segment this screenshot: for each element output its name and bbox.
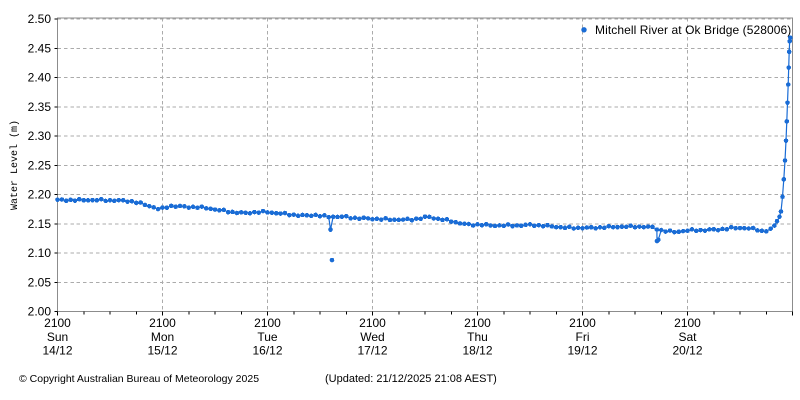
svg-text:14/12: 14/12 bbox=[42, 344, 72, 358]
svg-text:2100: 2100 bbox=[359, 316, 386, 330]
svg-text:2.25: 2.25 bbox=[28, 158, 52, 172]
svg-text:2100: 2100 bbox=[464, 316, 491, 330]
svg-text:18/12: 18/12 bbox=[462, 344, 492, 358]
svg-text:Tue: Tue bbox=[257, 330, 278, 344]
svg-text:Sat: Sat bbox=[678, 330, 697, 344]
svg-text:2.20: 2.20 bbox=[28, 188, 52, 202]
svg-text:Wed: Wed bbox=[360, 330, 384, 344]
svg-text:2.00: 2.00 bbox=[28, 305, 52, 319]
svg-text:15/12: 15/12 bbox=[147, 344, 177, 358]
svg-text:2100: 2100 bbox=[674, 316, 701, 330]
svg-text:2.05: 2.05 bbox=[28, 275, 52, 289]
svg-text:2100: 2100 bbox=[254, 316, 281, 330]
svg-text:(Updated: 21/12/2025 21:08 AES: (Updated: 21/12/2025 21:08 AEST) bbox=[325, 373, 497, 385]
svg-text:2.40: 2.40 bbox=[28, 71, 52, 85]
svg-text:2100: 2100 bbox=[149, 316, 176, 330]
svg-text:Mon: Mon bbox=[151, 330, 174, 344]
svg-text:2100: 2100 bbox=[569, 316, 596, 330]
svg-text:© Copyright Australian Bureau: © Copyright Australian Bureau of Meteoro… bbox=[19, 373, 259, 385]
svg-text:2.10: 2.10 bbox=[28, 246, 52, 260]
svg-text:19/12: 19/12 bbox=[567, 344, 597, 358]
svg-text:Water Level (m): Water Level (m) bbox=[9, 120, 21, 210]
svg-text:Thu: Thu bbox=[467, 330, 488, 344]
svg-text:2.15: 2.15 bbox=[28, 217, 52, 231]
svg-text:2.45: 2.45 bbox=[28, 41, 52, 55]
svg-text:2.35: 2.35 bbox=[28, 100, 52, 114]
svg-text:17/12: 17/12 bbox=[357, 344, 387, 358]
svg-text:Mitchell River at Ok Bridge (5: Mitchell River at Ok Bridge (528006) bbox=[595, 23, 791, 37]
svg-text:2100: 2100 bbox=[44, 316, 71, 330]
svg-text:Sun: Sun bbox=[47, 330, 68, 344]
svg-text:2.30: 2.30 bbox=[28, 129, 52, 143]
svg-text:Fri: Fri bbox=[576, 330, 590, 344]
svg-text:2.50: 2.50 bbox=[28, 12, 52, 26]
svg-text:16/12: 16/12 bbox=[252, 344, 282, 358]
svg-text:20/12: 20/12 bbox=[672, 344, 702, 358]
